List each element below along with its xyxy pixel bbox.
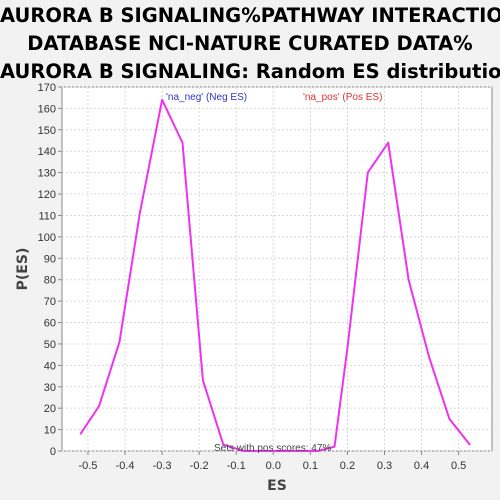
y-tick-label: 160 — [38, 103, 56, 115]
chart-title-line-2: DATABASE NCI-NATURE CURATED DATA% — [27, 32, 473, 55]
x-tick-label: -0.2 — [190, 460, 209, 472]
data-point — [118, 341, 121, 343]
data-point — [181, 141, 184, 144]
y-tick-label: 140 — [38, 146, 56, 158]
data-point — [333, 445, 336, 448]
y-tick-label: 90 — [44, 253, 56, 265]
data-point — [202, 379, 204, 382]
y-tick-label: 40 — [44, 360, 56, 372]
y-tick-label: 80 — [44, 275, 56, 287]
data-point — [261, 450, 263, 452]
chart-title: AURORA B SIGNALING%PATHWAY INTERACTION D… — [0, 2, 500, 86]
x-tick-label: -0.3 — [153, 460, 172, 472]
x-tick-label: 0.1 — [303, 460, 318, 472]
y-tick-label: 20 — [44, 403, 56, 415]
y-tick-label: 70 — [44, 296, 56, 308]
legend-pos: 'na_pos' (Pos ES) — [303, 92, 382, 103]
data-point — [298, 450, 301, 452]
data-point — [367, 171, 369, 174]
x-tick-label: 0.0 — [266, 460, 281, 472]
grid — [62, 86, 492, 452]
y-tick-label: 0 — [50, 446, 56, 458]
chart-title-line-3: AURORA B SIGNALING: Random ES distributi… — [0, 60, 500, 83]
y-tick-label: 100 — [38, 232, 56, 244]
x-ticks: -0.5 -0.4 -0.3 -0.2 -0.1 0.0 0.1 0.2 0.3 0.4 0.5 — [78, 451, 466, 472]
data-point — [468, 443, 471, 446]
x-tick-label: -0.5 — [78, 460, 97, 472]
y-tick-label: 170 — [38, 82, 56, 94]
series-layer — [79, 98, 471, 452]
y-axis-label: P(ES) — [15, 248, 31, 291]
data-point — [428, 355, 430, 358]
data-point — [222, 443, 225, 446]
x-tick-label: 0.3 — [377, 460, 392, 472]
data-point — [346, 347, 349, 350]
y-tick-label: 60 — [44, 318, 56, 330]
y-tick-label: 110 — [38, 210, 56, 222]
chart-title-line-1: AURORA B SIGNALING%PATHWAY INTERACTION — [0, 4, 500, 27]
x-axis-label: ES — [267, 478, 287, 494]
x-tick-label: 0.2 — [340, 460, 355, 472]
y-tick-label: 30 — [44, 382, 56, 394]
y-tick-label: 10 — [44, 425, 56, 437]
data-point — [98, 405, 100, 407]
data-point — [139, 212, 141, 215]
y-tick-label: 150 — [38, 125, 56, 137]
y-tick-label: 130 — [38, 168, 56, 180]
y-ticks: 0 10 20 30 40 50 60 70 80 90 100 110 120 130 140 150 160… — [38, 82, 62, 458]
data-point — [161, 99, 163, 101]
y-tick-label: 120 — [38, 189, 56, 201]
legend-neg: 'na_neg' (Neg ES) — [166, 92, 247, 103]
x-tick-label: -0.1 — [227, 460, 246, 472]
data-point — [279, 450, 282, 452]
x-tick-label: 0.4 — [414, 460, 429, 472]
data-point — [407, 278, 410, 281]
pos-scores-annotation: Sets with pos scores: 47% — [214, 443, 331, 454]
data-point — [316, 450, 319, 452]
data-point — [79, 433, 82, 435]
y-tick-label: 50 — [44, 339, 56, 351]
data-point — [448, 418, 451, 420]
data-point — [242, 450, 245, 452]
data-point — [387, 141, 390, 144]
plot-area — [61, 86, 493, 452]
x-tick-label: 0.5 — [451, 460, 466, 472]
x-tick-label: -0.4 — [116, 460, 135, 472]
